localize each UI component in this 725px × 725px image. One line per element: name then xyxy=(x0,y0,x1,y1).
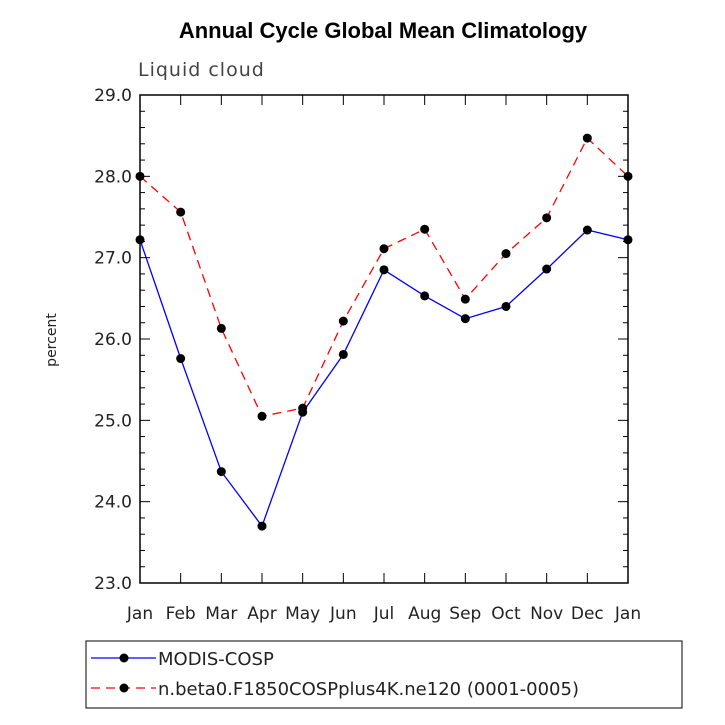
series-1-point xyxy=(460,294,470,304)
series-1-point xyxy=(582,133,592,143)
legend-label-0: MODIS-COSP xyxy=(158,649,274,670)
series-1-point xyxy=(176,207,186,217)
y-tick-label: 28.0 xyxy=(94,167,132,187)
series-lines xyxy=(139,137,629,528)
legend: MODIS-COSP n.beta0.F1850COSPplus4K.ne120… xyxy=(85,640,683,709)
x-tick-label: Jan xyxy=(614,604,641,624)
chart-subtitle: Liquid cloud xyxy=(138,59,265,81)
series-0-point xyxy=(501,301,511,311)
x-tick-label: Jun xyxy=(329,604,357,624)
plot-frame xyxy=(139,94,629,584)
y-tick-label: 29.0 xyxy=(94,86,132,106)
x-tick-label: May xyxy=(285,604,320,624)
series-0-point xyxy=(135,235,145,245)
y-tick-label: 24.0 xyxy=(94,493,132,513)
x-tick-label: Sep xyxy=(449,604,481,624)
x-tick-label: Aug xyxy=(408,604,441,624)
x-tick-label: Nov xyxy=(530,604,563,624)
series-line-1 xyxy=(139,137,629,418)
x-tick-label: Mar xyxy=(205,604,237,624)
x-tick-label: Feb xyxy=(166,604,196,624)
series-1-point xyxy=(135,171,145,181)
legend-label-1: n.beta0.F1850COSPplus4K.ne120 (0001-0005… xyxy=(158,679,579,700)
x-tick-label: Dec xyxy=(571,604,604,624)
axis-ticks: 23.0 24.0 25.0 26.0 27.0 28.0 29.0 Jan Feb Mar Apr… xyxy=(94,86,641,624)
x-tick-label: Jan xyxy=(126,604,153,624)
series-0-point xyxy=(257,521,267,531)
series-0-point xyxy=(542,264,552,274)
legend-box xyxy=(85,640,683,709)
series-1-point xyxy=(257,411,267,421)
series-1-point xyxy=(298,403,308,413)
x-tick-label: Jul xyxy=(373,604,395,624)
chart-title: Annual Cycle Global Mean Climatology xyxy=(179,18,588,43)
series-1-point xyxy=(338,316,348,326)
series-0-point xyxy=(176,354,186,364)
series-points xyxy=(135,133,633,531)
x-tick-label: Oct xyxy=(491,604,521,624)
series-1-point xyxy=(216,323,226,333)
series-1-point xyxy=(420,224,430,234)
series-1-point xyxy=(379,244,389,254)
series-1-point xyxy=(623,171,633,181)
x-tick-label: Apr xyxy=(247,604,276,624)
series-0-point xyxy=(338,349,348,359)
legend-marker-1 xyxy=(119,683,129,693)
series-0-point xyxy=(582,225,592,235)
series-1-point xyxy=(542,213,552,223)
series-1-point xyxy=(501,249,511,259)
series-line-0 xyxy=(139,229,629,528)
y-tick-label: 23.0 xyxy=(94,574,132,594)
series-0-point xyxy=(420,291,430,301)
y-axis-label: percent xyxy=(44,313,60,367)
y-tick-label: 26.0 xyxy=(94,330,132,350)
series-0-point xyxy=(460,314,470,324)
series-0-point xyxy=(379,265,389,275)
legend-marker-0 xyxy=(119,653,129,663)
series-0-point xyxy=(623,235,633,245)
y-tick-label: 27.0 xyxy=(94,249,132,269)
series-0-point xyxy=(216,467,226,477)
y-tick-label: 25.0 xyxy=(94,411,132,431)
